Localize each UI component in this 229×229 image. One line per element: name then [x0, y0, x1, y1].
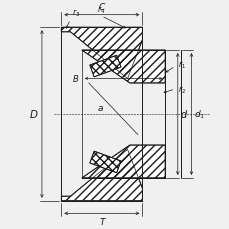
Text: $r_2$: $r_2$	[177, 84, 185, 95]
Polygon shape	[61, 150, 142, 201]
Text: T: T	[99, 217, 104, 226]
Polygon shape	[90, 152, 120, 173]
Text: $r_1$: $r_1$	[177, 59, 185, 70]
Text: d: d	[179, 109, 185, 120]
Text: C: C	[98, 3, 105, 12]
Polygon shape	[82, 51, 164, 84]
Text: $r_3$: $r_3$	[71, 8, 79, 19]
Text: $r_4$: $r_4$	[97, 4, 105, 16]
Text: D: D	[29, 109, 37, 120]
Polygon shape	[90, 56, 120, 77]
Text: $d_1$: $d_1$	[193, 108, 204, 121]
Polygon shape	[61, 28, 142, 79]
Text: B: B	[72, 75, 78, 84]
Polygon shape	[82, 145, 164, 178]
Text: a: a	[97, 103, 102, 112]
